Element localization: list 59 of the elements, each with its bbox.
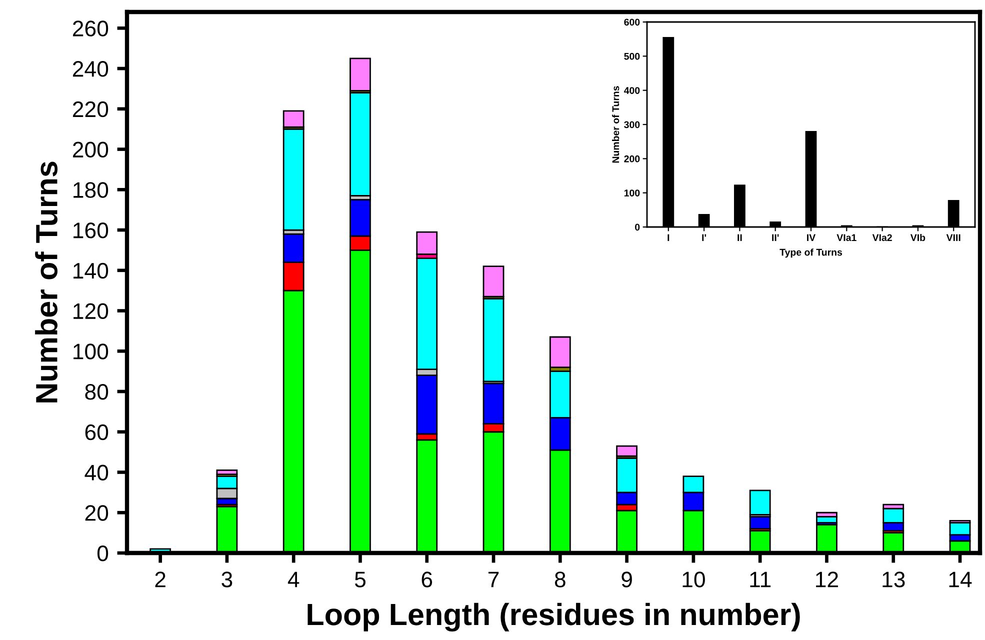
x-tick-label: 2: [155, 572, 166, 588]
y-tick-label: 0: [635, 224, 640, 231]
x-tick-label: 6: [422, 572, 432, 588]
y-tick-label: 400: [624, 87, 640, 94]
bar: [549, 336, 571, 368]
bar: [350, 92, 371, 196]
bar: [749, 490, 771, 516]
bar: [216, 470, 238, 475]
bar: [482, 266, 504, 298]
x-tick-label: 7: [488, 572, 499, 588]
x-tick-label: VIa1: [836, 234, 856, 242]
y-tick-label: 200: [624, 155, 640, 162]
x-tick-label: 3: [222, 572, 232, 588]
bar: [282, 128, 304, 231]
x-tick-label: 11: [750, 572, 771, 588]
y-axis-title: Number of Turns: [612, 86, 620, 163]
y-tick-label: 100: [624, 190, 640, 196]
x-tick-label: VIb: [910, 234, 926, 242]
y-tick-label: 80: [85, 384, 108, 400]
x-tick-label: 5: [354, 572, 366, 588]
x-tick-label: 10: [682, 572, 705, 588]
x-tick-label: VIa2: [872, 234, 892, 242]
bar: [416, 231, 438, 255]
x-tick-label: IV: [807, 234, 816, 241]
bar: [350, 58, 371, 92]
x-tick-label: II': [772, 234, 779, 241]
y-tick-label: 260: [72, 20, 108, 36]
bar: [482, 298, 504, 382]
y-tick-label: 600: [624, 18, 640, 26]
x-tick-label: 9: [622, 572, 632, 588]
y-tick-label: 500: [624, 52, 640, 60]
y-tick-label: 180: [74, 182, 108, 198]
x-tick-label: II: [738, 234, 742, 241]
y-tick-label: 60: [85, 424, 108, 440]
y-tick-label: 160: [74, 222, 108, 238]
x-tick-label: 12: [816, 572, 838, 588]
y-tick-label: 0: [97, 546, 108, 562]
y-tick-label: 200: [72, 142, 108, 158]
x-tick-label: 8: [554, 572, 566, 588]
x-tick-label: 4: [288, 572, 300, 588]
x-tick-label: VIII: [946, 234, 960, 241]
y-tick-label: 240: [72, 61, 108, 77]
y-tick-label: 220: [72, 101, 108, 118]
x-tick-label: I: [668, 234, 670, 241]
bar: [616, 445, 638, 457]
y-tick-label: 100: [74, 344, 108, 360]
x-axis-title: Type of Turns: [780, 248, 842, 258]
bar: [282, 110, 304, 128]
y-tick-label: 300: [624, 121, 640, 128]
y-tick-label: 20: [85, 505, 108, 521]
x-tick-label: I': [702, 234, 706, 241]
y-tick-label: 40: [84, 464, 108, 481]
x-tick-label: 13: [882, 572, 905, 588]
y-tick-label: 140: [74, 262, 108, 279]
bar: [749, 516, 771, 530]
y-tick-label: 120: [74, 303, 108, 320]
y-axis-title: Number of Turns: [35, 162, 58, 402]
x-axis-title: Loop Length (residues in number): [308, 602, 800, 632]
x-tick-label: 14: [949, 572, 972, 588]
